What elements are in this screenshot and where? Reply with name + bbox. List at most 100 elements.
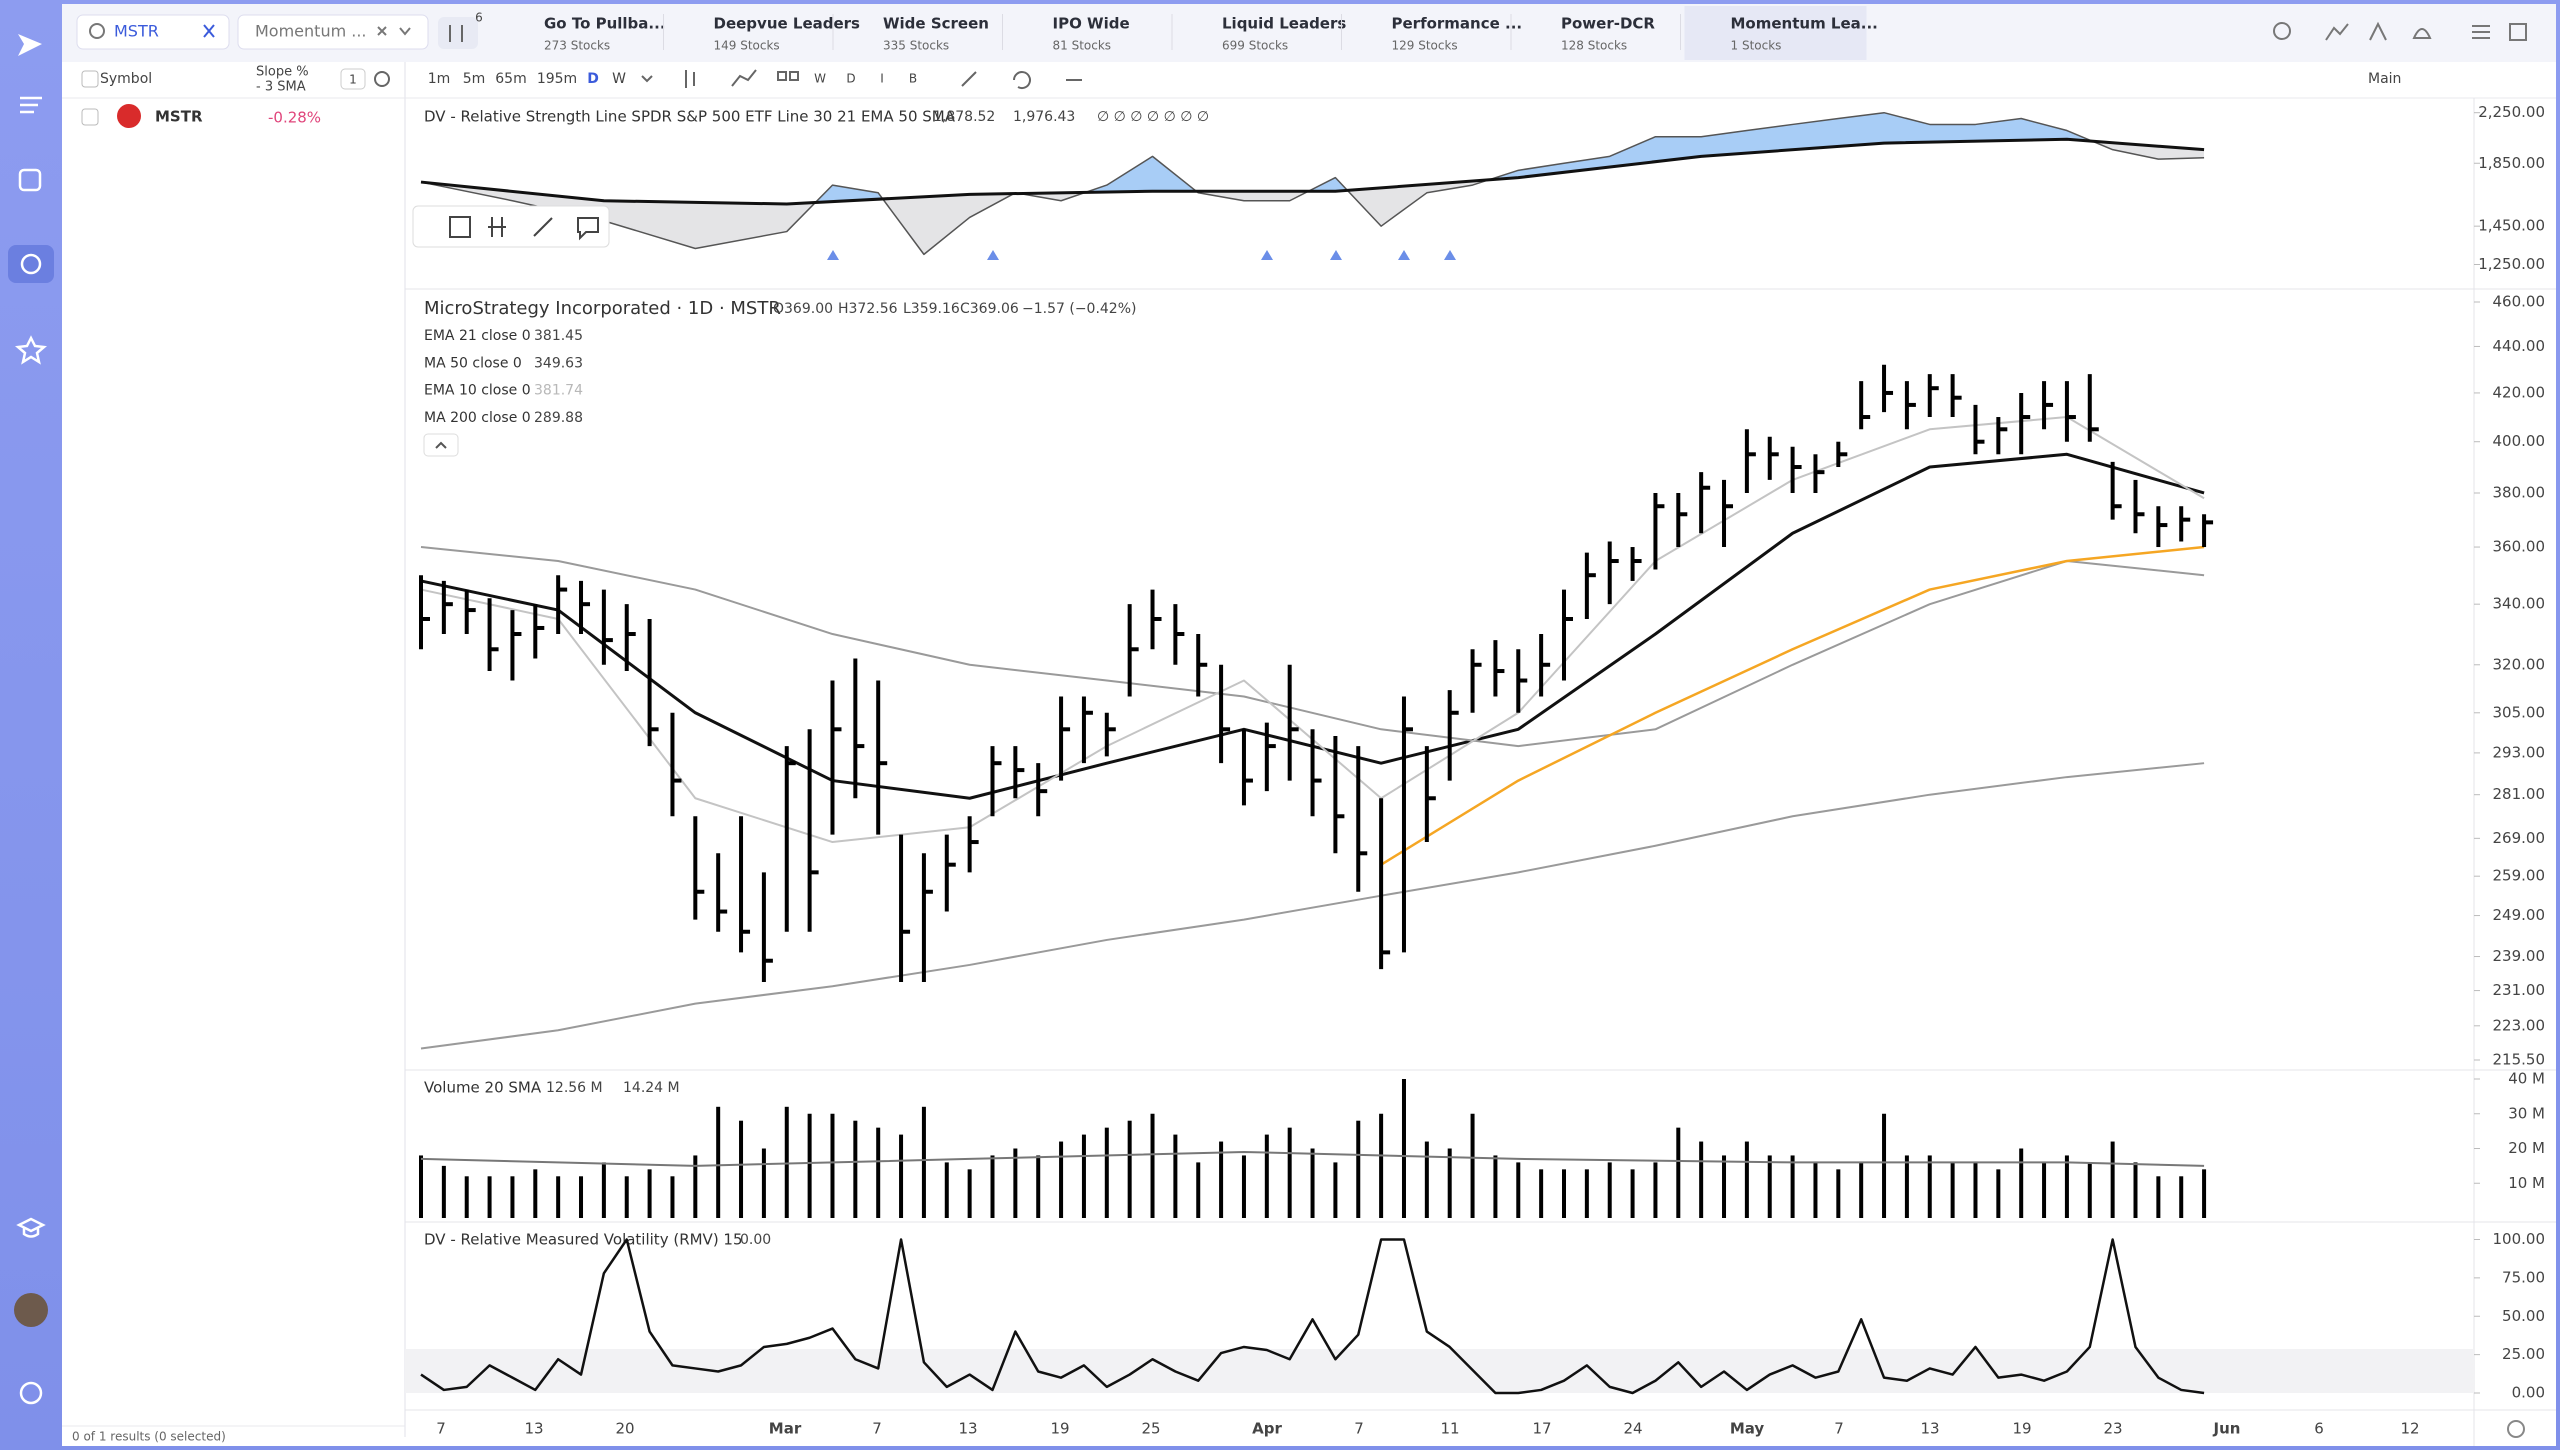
nav-screens[interactable] <box>18 168 42 192</box>
x-tick-label: 20 <box>615 1420 634 1438</box>
volume-bar <box>556 1176 561 1218</box>
nav-list[interactable] <box>20 96 42 114</box>
tab-name[interactable]: Liquid Leaders <box>1222 15 1346 33</box>
volume-bar <box>1904 1155 1909 1218</box>
volume-bar <box>693 1155 698 1218</box>
search-clear[interactable] <box>203 24 215 38</box>
volume-bar <box>1744 1141 1749 1218</box>
y-tick-label: 223.00 <box>2493 1016 2546 1034</box>
select-all[interactable] <box>81 70 99 88</box>
chart-style[interactable]: I <box>880 72 884 86</box>
rmv-band <box>405 1349 2474 1393</box>
volume-bar <box>1447 1148 1452 1218</box>
alerts[interactable] <box>2412 28 2432 39</box>
nav-charts[interactable] <box>20 253 42 275</box>
interval[interactable]: W <box>612 71 626 87</box>
interval[interactable]: 65m <box>495 71 526 87</box>
tab-count: 129 Stocks <box>1392 39 1458 53</box>
collapse-legend[interactable] <box>423 433 459 457</box>
rs-line <box>420 111 2205 256</box>
settings[interactable] <box>2507 1420 2525 1438</box>
interval[interactable]: 195m <box>537 71 577 87</box>
tab-name[interactable]: Deepvue Leaders <box>714 15 861 33</box>
ohlc: O369.00 <box>773 301 833 317</box>
chart-style[interactable]: B <box>909 72 917 86</box>
interval[interactable]: D <box>587 71 599 87</box>
logo[interactable] <box>18 34 42 56</box>
avatar[interactable] <box>14 1293 48 1327</box>
chart-style[interactable]: D <box>846 72 855 86</box>
volume-bar <box>1127 1120 1132 1218</box>
volume-bar <box>1036 1155 1041 1218</box>
x-tick-label: 24 <box>1623 1420 1642 1438</box>
volume-bar <box>1356 1120 1361 1218</box>
x-tick-label: May <box>1730 1420 1765 1438</box>
share[interactable] <box>2273 22 2291 40</box>
y-tick-label: 460.00 <box>2493 293 2546 311</box>
grid-view[interactable] <box>2509 23 2527 41</box>
tab-name[interactable]: Momentum Lea... <box>1731 15 1878 33</box>
y-tick-label: 400.00 <box>2493 432 2546 450</box>
volume-bar <box>784 1106 789 1218</box>
chart-style[interactable]: W <box>814 72 826 86</box>
nav-learn[interactable] <box>16 1217 46 1238</box>
filter-button[interactable] <box>438 17 478 49</box>
tab-name[interactable]: Performance ... <box>1392 15 1523 33</box>
tab-name[interactable]: Wide Screen <box>883 15 989 33</box>
tab-name[interactable]: Go To Pullba... <box>544 15 666 33</box>
volume-bar <box>1859 1162 1864 1218</box>
volume-bar <box>1310 1148 1315 1218</box>
study-name: EMA 21 close 0 <box>424 328 531 344</box>
volume-sma <box>420 1150 2205 1167</box>
volume-bar <box>1699 1141 1704 1218</box>
volume-bar <box>1424 1141 1429 1218</box>
drawing-toolbar <box>412 205 610 248</box>
x-tick-label: 7 <box>436 1420 446 1438</box>
y-tick-label: 75.00 <box>2502 1268 2545 1286</box>
volume-bar <box>739 1120 744 1218</box>
chart-toolbar: 1m 5m 65m 195m D W W D I B <box>428 69 1082 90</box>
volume-bar <box>899 1134 904 1218</box>
list-select[interactable] <box>237 14 429 50</box>
ohlc: −1.57 (−0.42%) <box>1022 301 1136 317</box>
nav-help[interactable] <box>19 1381 43 1405</box>
interval[interactable]: 5m <box>463 71 486 87</box>
settings-badge-bg[interactable] <box>340 68 366 90</box>
settings[interactable] <box>374 71 390 87</box>
volume-bar <box>1150 1113 1155 1218</box>
line-tool[interactable] <box>533 217 553 237</box>
tab-name[interactable]: IPO Wide <box>1053 15 1130 33</box>
x-tick-label: 19 <box>1050 1420 1069 1438</box>
x-tick-label: 11 <box>1440 1420 1459 1438</box>
tab-name[interactable]: Power-DCR <box>1561 15 1655 33</box>
nav-favorites[interactable] <box>15 335 47 365</box>
compare-icon[interactable] <box>2369 21 2387 41</box>
marker <box>827 250 839 260</box>
x-tick-label: 25 <box>1141 1420 1160 1438</box>
marker <box>1261 250 1273 260</box>
volume-bar <box>647 1169 652 1218</box>
row-check[interactable] <box>81 108 99 126</box>
volume-bar <box>1013 1148 1018 1218</box>
list-controls[interactable] <box>377 26 411 36</box>
fib-tool[interactable] <box>488 217 506 237</box>
rect-tool[interactable] <box>449 216 471 238</box>
row-symbol[interactable]: MSTR <box>155 108 203 126</box>
search-box[interactable] <box>76 14 230 50</box>
volume-bar <box>1562 1169 1566 1218</box>
volume-bar <box>1996 1169 2001 1218</box>
volume-bar <box>1584 1169 1589 1218</box>
tab-strip: Go To Pullba... 273 Stocks Deepvue Leaders… <box>544 6 1878 60</box>
interval[interactable]: 1m <box>428 71 451 87</box>
list-view[interactable] <box>2472 25 2490 39</box>
note-tool[interactable] <box>577 217 599 241</box>
chart-icon[interactable] <box>2325 23 2349 41</box>
volume-bar <box>2087 1162 2092 1218</box>
volume-bar <box>2156 1176 2161 1218</box>
volume-bar <box>761 1148 766 1218</box>
layout-name: Main <box>2368 71 2401 87</box>
symbol-title: MicroStrategy Incorporated · 1D · MSTR <box>424 298 781 319</box>
tab-count: 128 Stocks <box>1561 39 1627 53</box>
volume-bar <box>1379 1113 1384 1218</box>
